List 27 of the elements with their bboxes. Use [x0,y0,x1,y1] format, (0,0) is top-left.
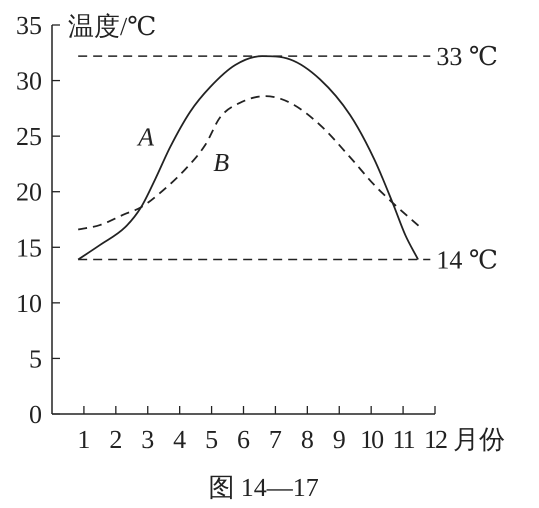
y-tick-label: 0 [29,400,42,429]
x-tick-label: 8 [300,425,314,454]
ref-line-label: 14 ℃ [436,246,498,275]
y-axis-title: 温度/℃ [68,12,156,41]
x-tick-label: 3 [141,425,154,454]
x-tick-label: 2 [109,425,122,454]
y-tick-label: 5 [29,344,42,374]
series-label: A [136,122,154,152]
x-tick-label: 10 [360,425,384,454]
ref-line-label: 33 ℃ [436,42,498,72]
y-tick-label: 25 [16,122,42,152]
x-tick-label: 6 [237,425,250,454]
x-tick-label: 7 [268,425,282,454]
x-tick-label: 11 [392,425,415,454]
series-label: B [213,148,230,178]
x-tick-label: 1 [77,425,90,454]
x-tick-label: 5 [205,425,218,454]
x-tick-label: 12 [424,425,447,454]
y-tick-label: 20 [16,178,42,207]
x-tick-label: 4 [173,425,186,454]
x-axis-title: 月份 [453,425,505,454]
caption: 图 14—17 [208,473,319,502]
y-tick-label: 35 [16,11,42,40]
y-tick-label: 10 [16,288,42,318]
x-tick-label: 9 [332,425,346,454]
y-tick-label: 15 [16,233,42,262]
y-tick-label: 30 [16,66,42,96]
